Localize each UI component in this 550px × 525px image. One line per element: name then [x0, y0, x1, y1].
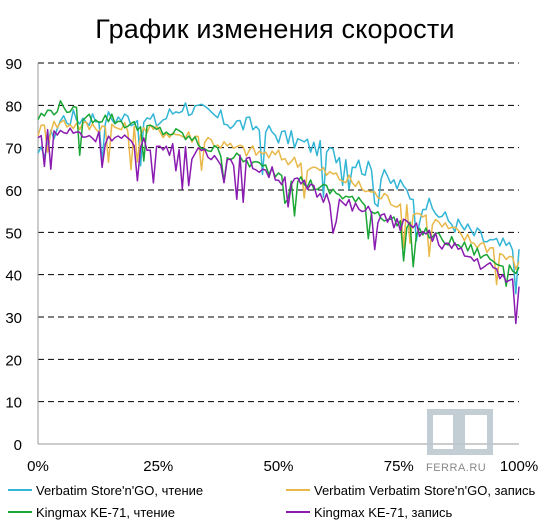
legend-label: Kingmax KE-71, чтение [36, 505, 176, 520]
series-lines [37, 100, 520, 325]
legend-item: Verbatim Verbatim Store'n'GO, запись [286, 483, 535, 498]
legend-label: Kingmax KE-71, запись [314, 505, 453, 520]
y-tick-label: 30 [5, 310, 22, 327]
tick-labels: 0 10 20 30 40 50 60 70 80 90 0% 25% 50% 75% 100% [5, 56, 538, 475]
legend-swatch [286, 488, 310, 491]
x-tick-label: 50% [263, 458, 293, 475]
series-line [37, 119, 520, 286]
legend-label: Verbatim Verbatim Store'n'GO, запись [314, 483, 536, 498]
legend-label: Verbatim Store'n'GO, чтение [36, 483, 204, 498]
y-tick-label: 20 [5, 352, 22, 369]
ferra-logo-watermark [427, 409, 493, 455]
y-tick-label: 40 [5, 268, 22, 285]
legend-item: Kingmax KE-71, чтение [8, 505, 175, 520]
logo-block [459, 409, 493, 455]
legend-swatch [8, 510, 32, 513]
y-tick-label: 10 [5, 395, 22, 412]
legend-item: Kingmax KE-71, запись [286, 505, 452, 520]
watermark-text: FERRA.RU [426, 462, 487, 474]
y-tick-label: 50 [5, 225, 22, 242]
y-tick-label: 80 [5, 98, 22, 115]
legend-item: Verbatim Store'n'GO, чтение [8, 483, 203, 498]
x-tick-label: 75% [384, 458, 414, 475]
series-line [37, 102, 520, 295]
x-tick-label: 25% [143, 458, 173, 475]
x-tick-label: 0% [27, 458, 49, 475]
series-line [37, 100, 520, 287]
y-tick-label: 0 [14, 437, 22, 454]
x-tick-label: 100% [500, 458, 538, 475]
chart-title: График изменения скорости [95, 14, 455, 44]
legend-swatch [286, 510, 310, 513]
y-tick-label: 70 [5, 141, 22, 158]
y-tick-label: 90 [5, 56, 22, 73]
series-line [37, 127, 520, 325]
logo-block [427, 409, 459, 455]
legend-swatch [8, 488, 32, 491]
gridlines [38, 62, 519, 403]
y-tick-label: 60 [5, 183, 22, 200]
axes [37, 63, 519, 445]
